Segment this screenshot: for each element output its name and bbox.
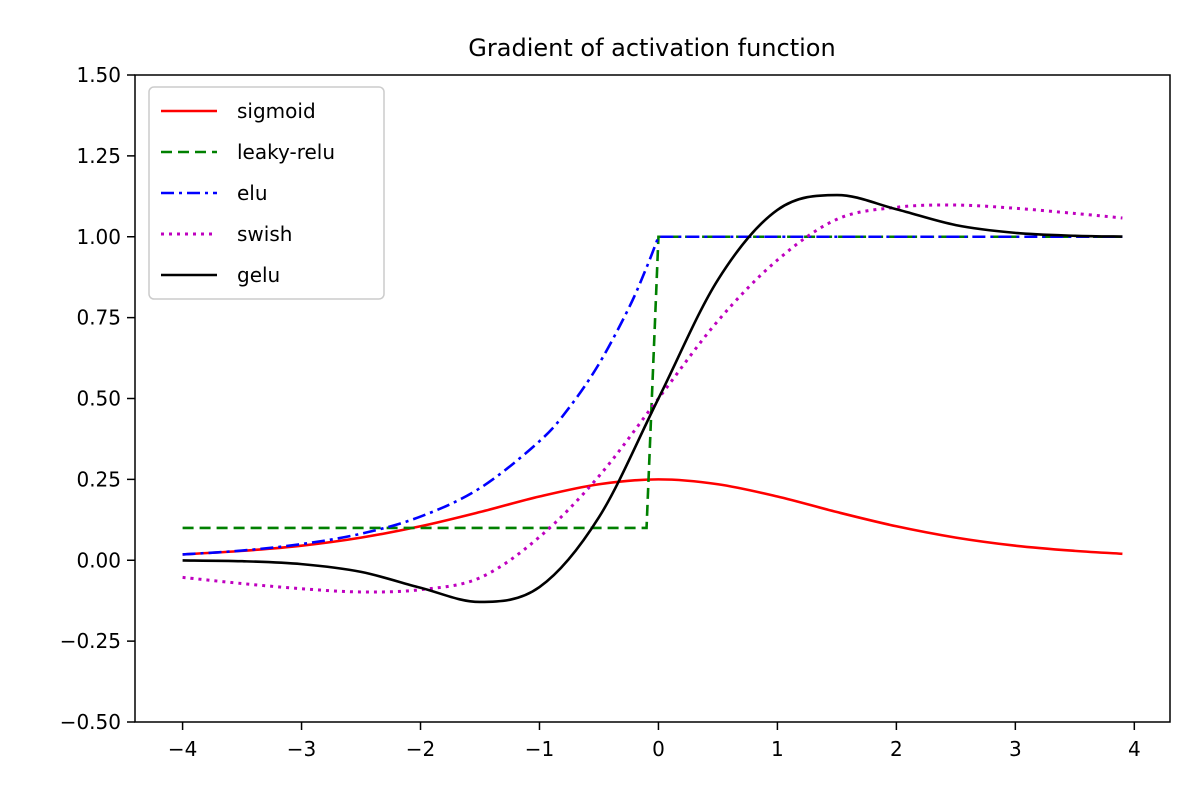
series-leaky-relu-line — [182, 235, 1123, 530]
legend-label: elu — [237, 181, 268, 205]
legend-label: sigmoid — [237, 99, 316, 123]
x-tick-label: 4 — [1128, 737, 1141, 761]
y-tick-label: 0.00 — [76, 548, 121, 572]
y-tick-label: 0.50 — [76, 387, 121, 411]
legend-label: swish — [237, 222, 292, 246]
y-tick-label: −0.50 — [60, 710, 121, 734]
y-tick-label: 1.50 — [76, 63, 121, 87]
x-tick-label: −3 — [287, 737, 316, 761]
series-sigmoid-line — [182, 478, 1123, 556]
x-tick-label: −2 — [406, 737, 435, 761]
x-tick-label: −4 — [168, 737, 197, 761]
y-tick-label: 0.25 — [76, 467, 121, 491]
y-tick-label: −0.25 — [60, 629, 121, 653]
legend-label: gelu — [237, 263, 280, 287]
y-tick-label: 0.75 — [76, 306, 121, 330]
y-tick-label: 1.00 — [76, 225, 121, 249]
x-tick-label: 3 — [1009, 737, 1022, 761]
chart-title: Gradient of activation function — [468, 34, 835, 62]
plot-series — [182, 193, 1123, 604]
x-tick-label: 0 — [652, 737, 665, 761]
legend: sigmoid leaky-relu elu swish gelu — [148, 86, 385, 300]
x-tick-label: 1 — [771, 737, 784, 761]
series-elu-line — [182, 235, 1123, 556]
x-tick-label: −1 — [525, 737, 554, 761]
x-tick-label: 2 — [890, 737, 903, 761]
legend-label: leaky-relu — [237, 140, 335, 164]
x-axis: −4 −3 −2 −1 0 1 2 3 4 — [168, 722, 1141, 761]
y-axis: −0.50 −0.25 0.00 0.25 0.50 0.75 1.00 1.25 1.50 — [60, 63, 135, 734]
y-tick-label: 1.25 — [76, 144, 121, 168]
series-gelu-line — [182, 193, 1123, 604]
legend-box — [148, 86, 385, 300]
